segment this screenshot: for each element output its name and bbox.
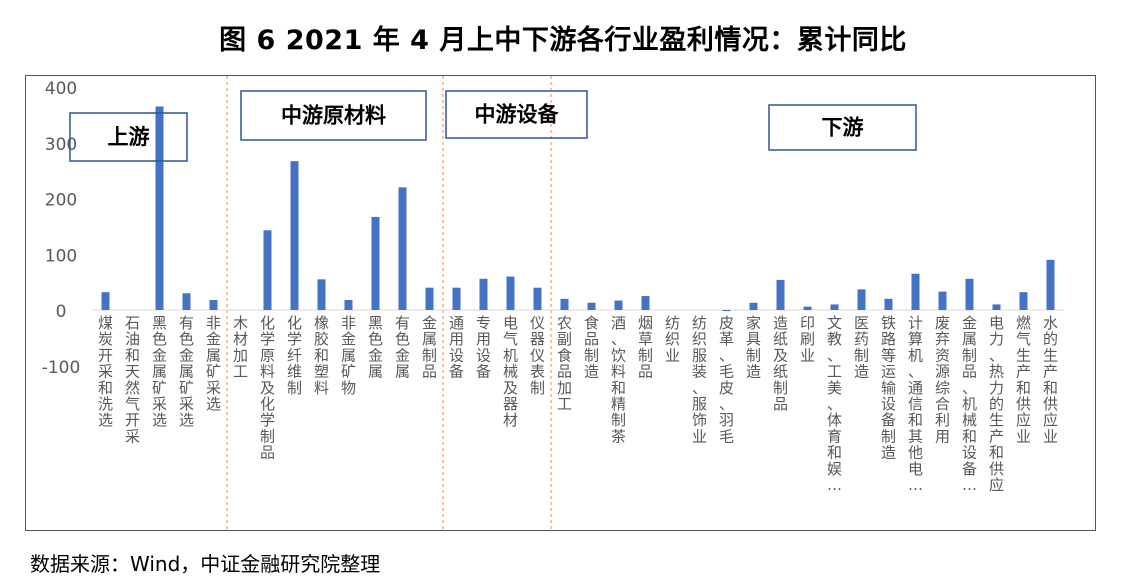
chart-title: 图 6 2021 年 4 月上中下游各行业盈利情况：累计同比 bbox=[219, 25, 907, 56]
x-tick-label: 非金属矿采选 bbox=[206, 314, 221, 413]
x-tick-label: 电力、热力的生产和供应 bbox=[989, 314, 1004, 494]
bar bbox=[1046, 259, 1055, 310]
bar bbox=[830, 304, 839, 310]
y-tick-label: 0 bbox=[56, 302, 67, 322]
segment-label-box bbox=[240, 90, 427, 141]
segment-label: 上游 bbox=[108, 125, 150, 149]
x-tick-label: 计算机、通信和其他电… bbox=[908, 314, 923, 494]
bar bbox=[317, 279, 326, 310]
x-tick-label: 橡胶和塑料 bbox=[314, 314, 329, 397]
x-tick-label: 电气机械及器材 bbox=[503, 314, 518, 429]
bar bbox=[992, 304, 1001, 310]
y-tick-label: 100 bbox=[45, 246, 77, 266]
x-tick-label: 化学原料及化学制品 bbox=[260, 314, 275, 462]
x-tick-label: 专用设备 bbox=[476, 314, 491, 381]
x-tick-label: 石油和天然气开采 bbox=[125, 314, 140, 445]
x-tick-label: 造纸及纸制品 bbox=[773, 314, 788, 413]
x-tick-label: 化学纤维制 bbox=[287, 314, 302, 397]
segment-label-box bbox=[69, 112, 188, 162]
bar bbox=[425, 287, 434, 310]
x-tick-label: 食品制造 bbox=[584, 314, 599, 381]
bar bbox=[938, 291, 947, 310]
bar bbox=[722, 310, 731, 312]
bar bbox=[155, 106, 164, 310]
x-tick-label: 有色金属 bbox=[395, 314, 410, 381]
x-tick-label: 文教、工美、体育和娱… bbox=[827, 314, 842, 494]
bar bbox=[884, 298, 893, 310]
chart-frame: 400 300 200 100 0 -100 煤炭开采和洗选 石油和天然气开采 黑色金属矿采选有… bbox=[25, 75, 1096, 531]
x-tick-label: 燃气生产和供应业 bbox=[1016, 314, 1031, 445]
bar bbox=[587, 302, 596, 310]
bar bbox=[182, 293, 191, 310]
x-tick-label: 金属制品 bbox=[422, 314, 437, 381]
bar bbox=[209, 299, 218, 310]
x-tick-label: 家具制造 bbox=[746, 314, 761, 381]
bar bbox=[452, 287, 461, 310]
bar bbox=[614, 300, 623, 310]
bar bbox=[263, 230, 272, 310]
x-tick-label: 纺织服装、服饰业 bbox=[692, 314, 707, 445]
x-tick-label: 通用设备 bbox=[449, 314, 464, 381]
x-tick-label: 金属制品、机械和设备… bbox=[962, 314, 977, 494]
bar bbox=[101, 292, 110, 310]
segment-label: 中游原材料 bbox=[281, 104, 386, 128]
bar bbox=[1019, 292, 1028, 310]
x-tick-label: 仪器仪表制 bbox=[530, 314, 545, 397]
x-tick-label: 印刷业 bbox=[800, 314, 815, 364]
x-tick-label: 非金属矿物 bbox=[341, 314, 356, 397]
bar bbox=[803, 306, 812, 310]
x-tick-label: 酒、饮料和精制茶 bbox=[611, 314, 626, 445]
bar bbox=[371, 216, 380, 310]
x-tick-label: 黑色金属矿采选 bbox=[152, 314, 167, 429]
x-tick-label: 煤炭开采和洗选 bbox=[98, 314, 113, 429]
bar bbox=[911, 273, 920, 310]
bar bbox=[506, 276, 515, 310]
bar bbox=[776, 279, 785, 310]
bar bbox=[560, 298, 569, 310]
x-tick-label: 皮革、毛皮、羽毛 bbox=[719, 314, 734, 445]
segment-label: 中游设备 bbox=[475, 103, 560, 127]
x-tick-label: 烟草制品 bbox=[638, 314, 653, 381]
bar bbox=[344, 299, 353, 310]
x-tick-label: 农副食品加工 bbox=[557, 314, 572, 413]
bar bbox=[965, 278, 974, 310]
x-tick-label: 黑色金属 bbox=[368, 314, 383, 381]
y-tick-label: 300 bbox=[45, 135, 77, 155]
y-tick-label: 400 bbox=[45, 79, 77, 99]
segment-label: 下游 bbox=[822, 116, 864, 140]
bar bbox=[749, 302, 758, 310]
bar bbox=[290, 161, 299, 310]
source-note: 数据来源：Wind，中证金融研究院整理 bbox=[30, 552, 381, 576]
bar-chart: 4003002001000-100煤炭开采和洗选石油和天然气开采黑色金属矿采选有… bbox=[42, 76, 1064, 530]
bar bbox=[533, 287, 542, 310]
bar bbox=[479, 278, 488, 310]
y-tick-label: 200 bbox=[45, 191, 77, 211]
x-tick-label: 有色金属矿采选 bbox=[179, 314, 194, 429]
x-tick-label: 水的生产和供应业 bbox=[1043, 314, 1058, 445]
segment-label-box bbox=[445, 90, 588, 139]
x-tick-label: 木材加工 bbox=[233, 314, 248, 381]
x-tick-label: 医药制造 bbox=[854, 314, 869, 381]
bar bbox=[641, 296, 650, 310]
segment-label-box bbox=[768, 104, 917, 151]
x-tick-label: 废弃资源综合利用 bbox=[935, 314, 950, 445]
bar bbox=[857, 289, 866, 310]
x-tick-label: 纺织业 bbox=[665, 314, 680, 364]
x-tick-label: 铁路等运输设备制造 bbox=[881, 314, 896, 462]
bar bbox=[398, 187, 407, 310]
y-tick-label: -100 bbox=[42, 358, 81, 378]
